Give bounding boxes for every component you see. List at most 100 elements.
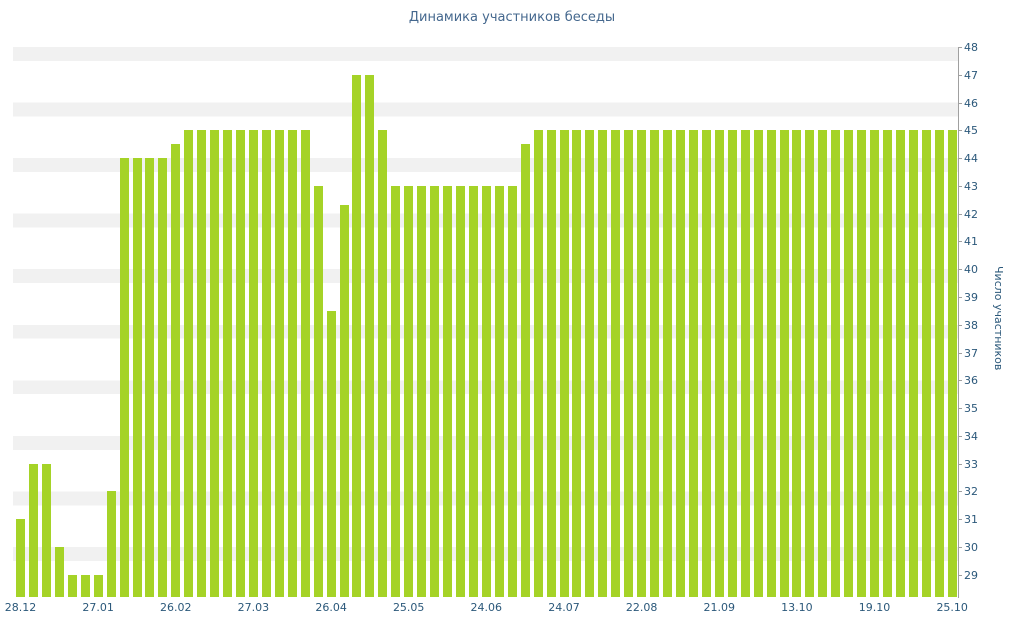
bar[interactable] <box>637 130 647 597</box>
bar[interactable] <box>611 130 621 597</box>
bar[interactable] <box>16 519 25 597</box>
x-tick-label: 25.10 <box>936 601 968 614</box>
bar[interactable] <box>533 130 543 597</box>
bar[interactable] <box>947 130 957 597</box>
bar[interactable] <box>753 130 763 597</box>
bar[interactable] <box>223 130 232 597</box>
bar[interactable] <box>714 130 724 597</box>
bar[interactable] <box>831 130 841 597</box>
bar[interactable] <box>934 130 944 597</box>
x-tick-label: 22.08 <box>625 601 658 614</box>
bar[interactable] <box>883 130 892 597</box>
x-tick-label: 28.12 <box>4 601 37 614</box>
bar[interactable] <box>559 130 569 597</box>
bar[interactable] <box>857 130 867 597</box>
chart-title: Динамика участников беседы <box>408 10 616 25</box>
y-tick-label: 43 <box>964 179 978 193</box>
bar[interactable] <box>546 130 556 597</box>
bar[interactable] <box>106 491 116 597</box>
bar[interactable] <box>352 74 362 597</box>
bar[interactable] <box>805 130 815 597</box>
bar[interactable] <box>93 574 103 597</box>
bar[interactable] <box>404 185 414 597</box>
bar[interactable] <box>481 185 491 597</box>
bar[interactable] <box>650 130 660 597</box>
bar[interactable] <box>326 310 336 597</box>
bar[interactable] <box>494 185 504 597</box>
bar[interactable] <box>701 130 711 597</box>
bar[interactable] <box>727 130 737 597</box>
bar[interactable] <box>184 130 194 597</box>
x-tick-label: 26.02 <box>160 601 192 614</box>
bar[interactable] <box>895 130 905 597</box>
bar[interactable] <box>766 130 776 597</box>
y-tick-mark <box>958 519 962 521</box>
bar[interactable] <box>41 463 51 597</box>
bar[interactable] <box>274 130 284 597</box>
bar[interactable] <box>145 158 155 597</box>
bar[interactable] <box>572 130 582 597</box>
bar[interactable] <box>908 130 918 597</box>
bar[interactable] <box>300 130 310 597</box>
y-tick-label: 40 <box>964 263 978 277</box>
y-tick-label: 47 <box>964 68 978 82</box>
bar[interactable] <box>67 574 77 597</box>
bar[interactable] <box>870 130 879 597</box>
y-tick-mark <box>958 380 962 382</box>
bar[interactable] <box>417 185 427 597</box>
bar[interactable] <box>171 144 181 597</box>
bar[interactable] <box>740 130 750 597</box>
y-tick-mark <box>958 102 962 104</box>
bar[interactable] <box>80 574 90 597</box>
y-tick-mark <box>958 47 962 48</box>
bar[interactable] <box>261 130 271 597</box>
bar[interactable] <box>132 158 142 597</box>
bar[interactable] <box>921 130 931 597</box>
y-tick-label: 34 <box>964 429 978 443</box>
bar[interactable] <box>28 463 38 597</box>
plot-area <box>13 47 958 597</box>
y-tick-mark <box>958 241 962 243</box>
bar[interactable] <box>844 130 854 597</box>
bar[interactable] <box>197 130 207 597</box>
bar[interactable] <box>585 130 595 597</box>
y-tick-label: 31 <box>964 513 978 527</box>
bar[interactable] <box>236 130 245 597</box>
y-tick-label: 35 <box>964 402 978 416</box>
bar[interactable] <box>119 158 129 597</box>
y-tick-mark <box>958 158 962 160</box>
bar[interactable] <box>313 185 323 597</box>
bar[interactable] <box>391 185 401 597</box>
y-axis-line <box>958 47 959 598</box>
bar[interactable] <box>365 74 375 597</box>
bar[interactable] <box>287 130 297 597</box>
y-tick-label: 42 <box>964 207 978 221</box>
bar[interactable] <box>378 130 388 597</box>
y-tick-label: 38 <box>964 318 978 332</box>
bar[interactable] <box>818 130 828 597</box>
y-tick-label: 44 <box>964 152 978 166</box>
bar[interactable] <box>779 130 789 597</box>
bar[interactable] <box>624 130 634 597</box>
bar[interactable] <box>520 144 530 597</box>
y-tick-label: 48 <box>964 41 978 54</box>
bar[interactable] <box>54 547 64 597</box>
bar[interactable] <box>663 130 672 597</box>
bar[interactable] <box>507 185 517 597</box>
bar[interactable] <box>158 158 168 597</box>
bar[interactable] <box>688 130 698 597</box>
bar[interactable] <box>792 130 802 597</box>
y-tick-label: 41 <box>964 235 978 249</box>
bar[interactable] <box>210 130 220 597</box>
y-tick-label: 32 <box>964 485 978 499</box>
bar[interactable] <box>339 205 349 597</box>
bar[interactable] <box>248 130 258 597</box>
bar[interactable] <box>456 185 465 597</box>
bar[interactable] <box>430 185 440 597</box>
y-axis-title: Число участников <box>992 266 1005 371</box>
bar[interactable] <box>598 130 608 597</box>
bar[interactable] <box>468 185 478 597</box>
bar[interactable] <box>443 185 452 597</box>
bar[interactable] <box>675 130 685 597</box>
y-tick-label: 39 <box>964 291 978 304</box>
